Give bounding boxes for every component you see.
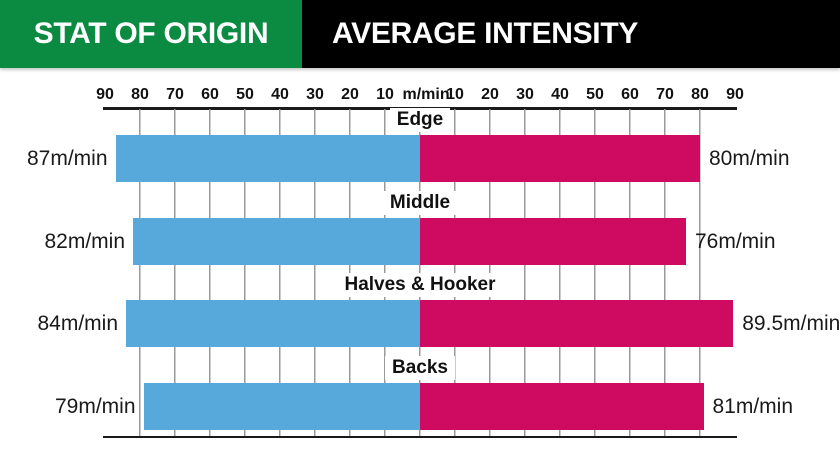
- axis-tick-labels: 90 80 70 60 50 40 30 20 10 m/min 10 20 3…: [88, 78, 753, 104]
- bottom-axis-line: [103, 435, 737, 438]
- category-label: Edge: [389, 107, 451, 132]
- value-label-left: 79m/min: [54, 395, 136, 418]
- value-label-left: 84m/min: [37, 312, 118, 336]
- chart-row-halves-hooker: Halves & Hooker 84m/min 89.5m/min: [0, 273, 840, 356]
- axis-tick: 40: [551, 86, 569, 104]
- axis-tick: 20: [341, 86, 359, 104]
- category-line: Backs: [0, 356, 840, 380]
- bar-left: [133, 217, 420, 265]
- bar-left: [115, 134, 420, 182]
- brand-badge: STAT OF ORIGIN: [0, 0, 302, 68]
- axis-tick: 90: [96, 86, 114, 104]
- category-label: Backs: [385, 356, 455, 380]
- axis-tick: 90: [726, 86, 744, 104]
- bar-track: 82m/min 76m/min: [0, 217, 840, 265]
- category-label: Middle: [382, 190, 458, 215]
- axis-tick: 30: [306, 86, 324, 104]
- axis-tick: 50: [236, 86, 254, 104]
- value-label-left: 82m/min: [44, 229, 125, 253]
- axis-tick: 80: [691, 86, 709, 104]
- bar-right: [420, 134, 700, 182]
- value-label-left: 87m/min: [26, 146, 108, 170]
- bar-left: [126, 300, 420, 348]
- axis-unit-label: m/min: [402, 86, 450, 104]
- axis-tick: 40: [271, 86, 289, 104]
- category-line: Halves & Hooker: [0, 273, 840, 298]
- bar-right: [420, 217, 686, 265]
- category-line: Middle: [0, 190, 840, 215]
- bar-left: [143, 383, 420, 430]
- axis-tick: 80: [131, 86, 149, 104]
- brand-label: STAT OF ORIGIN: [33, 17, 269, 50]
- category-label: Halves & Hooker: [337, 273, 503, 298]
- diverging-bar-chart: Edge 87m/min 80m/min Middle 82m/min 7: [0, 107, 840, 438]
- value-label-right: 89.5m/min: [742, 312, 840, 336]
- axis-tick: 20: [481, 86, 499, 104]
- bar-right: [420, 383, 704, 430]
- axis-tick: 10: [446, 86, 464, 104]
- header-bar: STAT OF ORIGIN AVERAGE INTENSITY: [0, 0, 840, 68]
- axis-tick: 70: [656, 86, 674, 104]
- chart-row-edge: Edge 87m/min 80m/min: [0, 107, 840, 190]
- bar-track: 87m/min 80m/min: [0, 134, 840, 182]
- chart-row-middle: Middle 82m/min 76m/min: [0, 190, 840, 273]
- bar-track: 79m/min 81m/min: [0, 383, 840, 430]
- chart-rows: Edge 87m/min 80m/min Middle 82m/min 7: [0, 107, 840, 438]
- axis-tick: 70: [166, 86, 184, 104]
- value-label-right: 80m/min: [709, 146, 790, 170]
- axis-tick: 50: [586, 86, 604, 104]
- value-label-right: 81m/min: [712, 395, 794, 418]
- axis-tick: 10: [376, 86, 394, 104]
- axis-tick: 60: [621, 86, 639, 104]
- bar-right: [420, 300, 734, 348]
- value-label-right: 76m/min: [695, 229, 776, 253]
- category-line: Edge: [0, 107, 840, 132]
- axis-tick: 60: [201, 86, 219, 104]
- axis-tick: 30: [516, 86, 534, 104]
- page-title: AVERAGE INTENSITY: [332, 17, 639, 50]
- chart-row-backs: Backs 79m/min 81m/min: [0, 355, 840, 438]
- title-bar: AVERAGE INTENSITY: [302, 0, 840, 68]
- bar-track: 84m/min 89.5m/min: [0, 300, 840, 348]
